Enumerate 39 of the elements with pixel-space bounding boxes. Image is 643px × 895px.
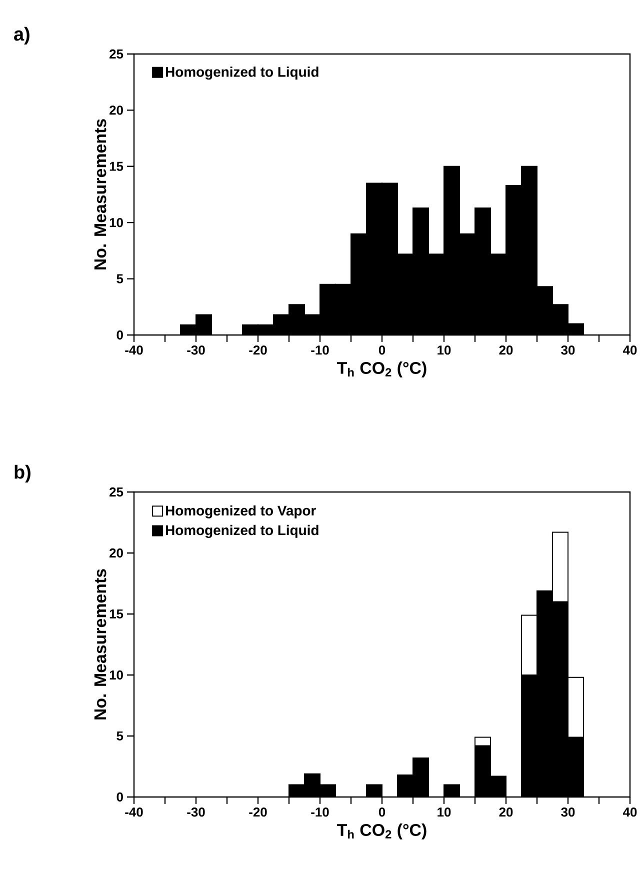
- x-tick-label: -40: [125, 346, 143, 355]
- x-tick-label: -10: [311, 346, 329, 355]
- y-axis-title: No. Measurements: [94, 119, 106, 270]
- x-tick-label: -10: [311, 808, 329, 817]
- x-tick-label: 20: [499, 346, 513, 355]
- y-tick-label: 20: [110, 548, 123, 558]
- y-tick-label: 25: [110, 487, 124, 497]
- y-tick-label: 15: [110, 162, 124, 171]
- x-axis-title: T$_{h}$ CO$_{2}$ (°C): [337, 362, 426, 378]
- legend-label: Homogenized to Liquid: [166, 524, 318, 538]
- x-tick-label: 20: [499, 808, 513, 817]
- x-tick-label: -40: [125, 808, 143, 817]
- chart-title: a): [14, 26, 30, 44]
- y-tick-label: 0: [116, 792, 123, 802]
- x-tick-label: 0: [378, 346, 386, 355]
- x-tick-label: 40: [622, 346, 637, 355]
- x-tick-label: -20: [249, 808, 267, 817]
- y-tick-label: 10: [110, 218, 123, 228]
- x-tick-label: -20: [249, 346, 267, 355]
- y-tick-label: 25: [110, 49, 124, 59]
- chart-title: b): [14, 464, 30, 482]
- y-tick-label: 15: [110, 609, 124, 619]
- x-tick-label: 30: [561, 346, 575, 355]
- y-tick-label: 20: [110, 106, 123, 115]
- x-tick-label: 30: [561, 808, 575, 817]
- x-tick-label: -30: [187, 346, 205, 355]
- x-tick-label: 40: [622, 808, 637, 817]
- x-tick-label: 10: [438, 346, 451, 355]
- y-tick-label: 5: [116, 274, 124, 284]
- x-axis-title: T$_{h}$ CO$_{2}$ (°C): [337, 824, 426, 840]
- x-tick-label: -30: [187, 808, 205, 817]
- y-tick-label: 5: [116, 731, 124, 741]
- legend-label: Homogenized to Vapor: [166, 505, 316, 518]
- y-axis-title: No. Measurements: [94, 569, 106, 720]
- y-tick-label: 10: [110, 670, 123, 680]
- x-tick-label: 10: [438, 808, 451, 817]
- legend-label: Homogenized to Liquid: [166, 66, 318, 80]
- x-tick-label: 0: [378, 808, 386, 817]
- y-tick-label: 0: [116, 330, 123, 340]
